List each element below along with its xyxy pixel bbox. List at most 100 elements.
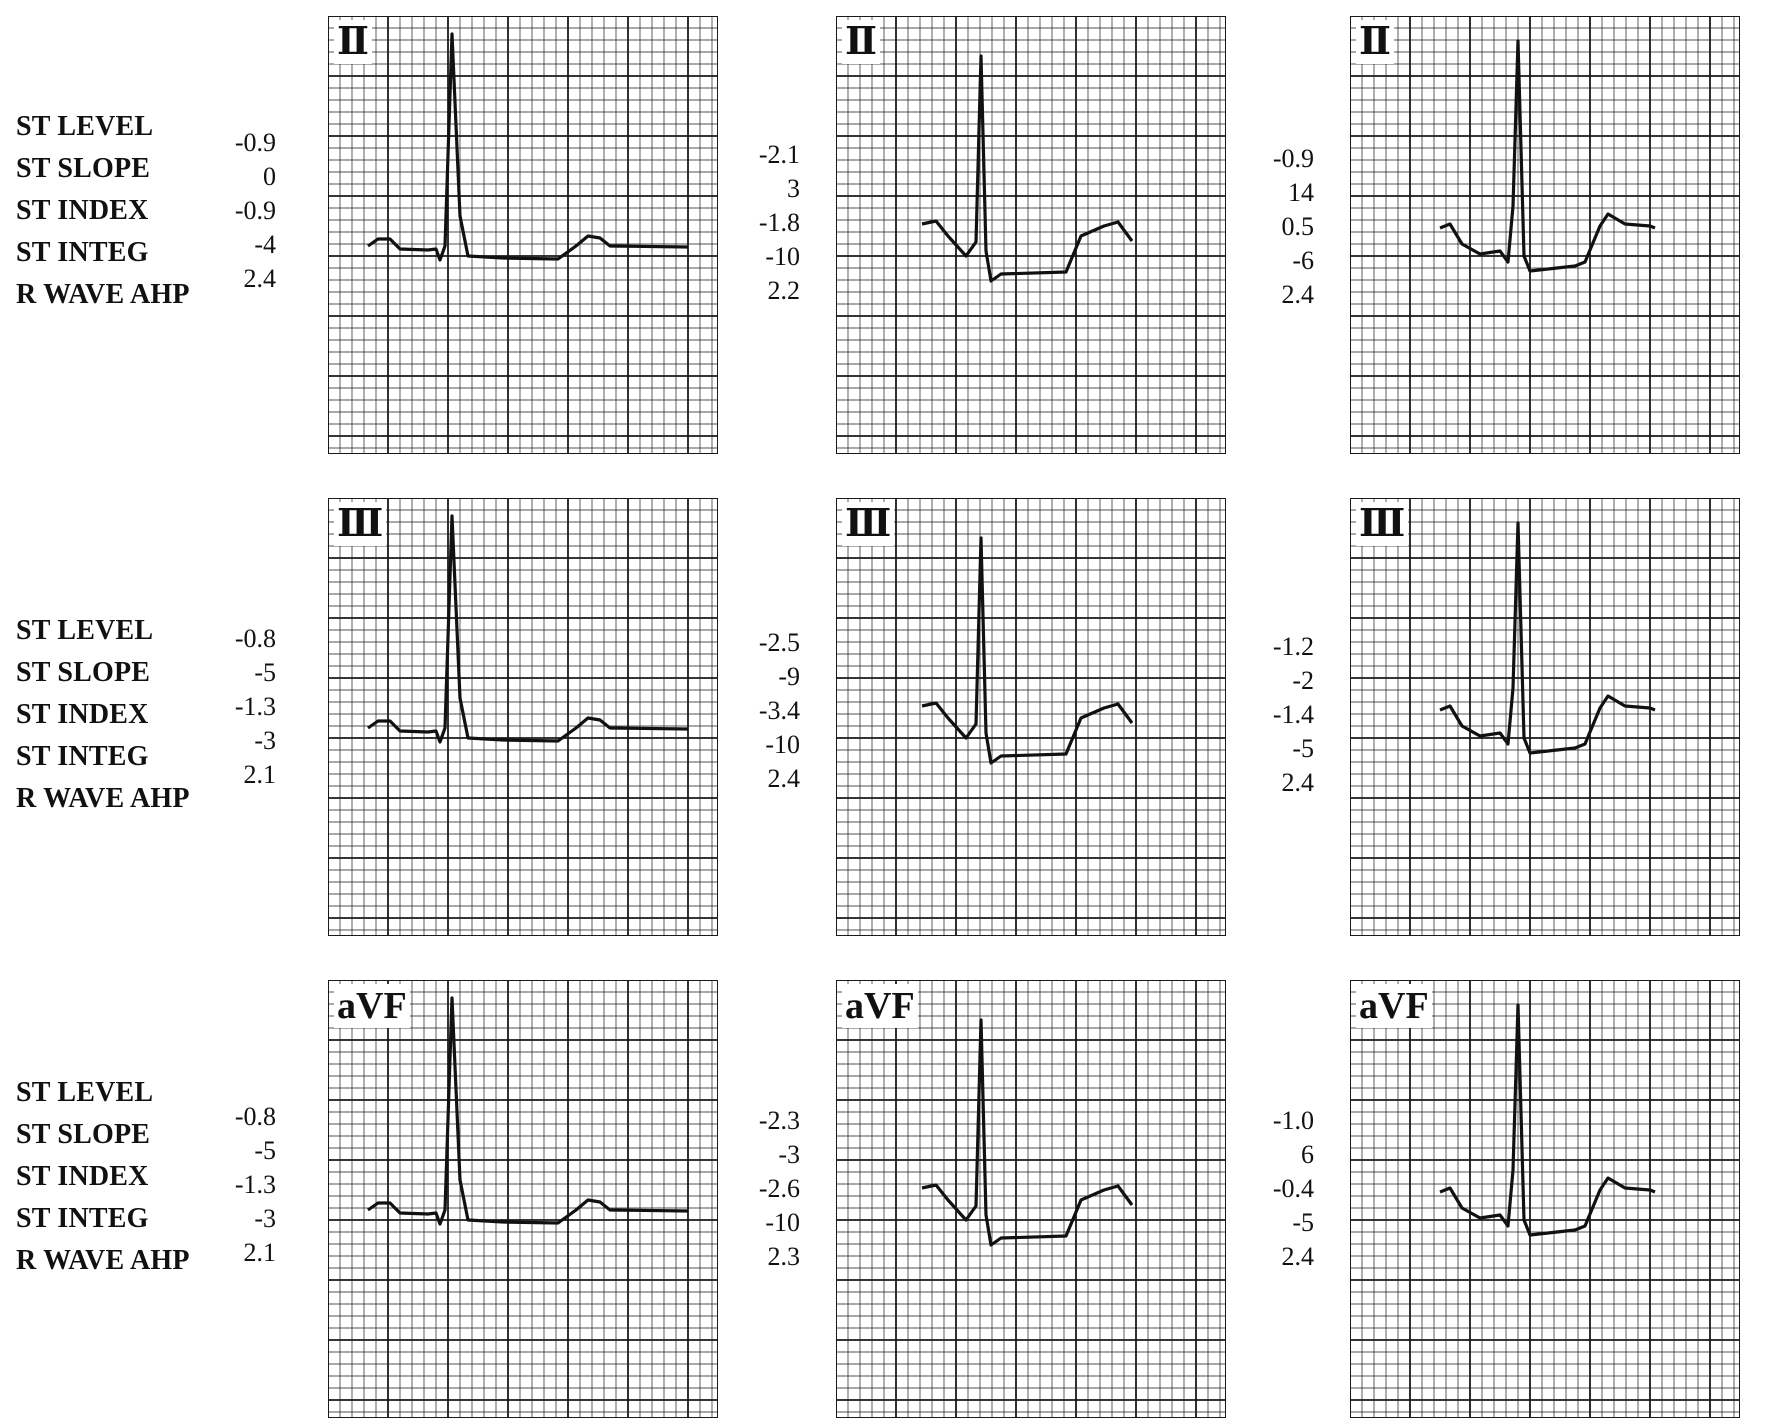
row-3-panel-1-values: -0.8 -5 -1.3 -3 2.1: [200, 1100, 276, 1270]
row-1-panel-2-values: -2.1 3 -1.8 -10 2.2: [712, 138, 800, 308]
r-wave-ahp-value: 2.4: [1281, 280, 1315, 309]
r-wave-ahp-value: 2.4: [767, 764, 801, 793]
ecg-panel-r2c1: Ⅲ: [328, 498, 718, 936]
row-1-panel-3-values: -0.9 14 0.5 -6 2.4: [1228, 142, 1314, 312]
ecg-panel-r1c3: Ⅱ: [1350, 16, 1740, 454]
st-index-value: -3.4: [758, 696, 800, 725]
st-integ-value: -5: [1292, 734, 1314, 763]
st-slope-value: 3: [787, 174, 800, 203]
row-2-panel-1-values: -0.8 -5 -1.3 -3 2.1: [200, 622, 276, 792]
param-label-st-index: ST INDEX: [16, 1161, 149, 1192]
st-level-value: -0.9: [234, 128, 276, 157]
grid-background: [328, 498, 718, 936]
st-slope-value: -5: [254, 1136, 276, 1165]
st-slope-value: 6: [1301, 1140, 1314, 1169]
ecg-trace: [921, 1018, 1134, 1247]
param-label-st-integ: ST INTEG: [16, 1203, 149, 1234]
lead-label: Ⅲ: [334, 502, 387, 546]
grid-background: [1350, 498, 1740, 936]
st-integ-value: -10: [765, 730, 800, 759]
ecg-trace: [921, 536, 1134, 765]
row-3-panel-3-values: -1.0 6 -0.4 -5 2.4: [1228, 1104, 1314, 1274]
row-3-param-labels: ST LEVEL ST SLOPE ST INDEX ST INTEG R WA…: [16, 1072, 190, 1282]
ecg-panel-r3c1: aVF: [328, 980, 718, 1418]
st-integ-value: -3: [254, 726, 276, 755]
ecg-trace: [367, 996, 689, 1226]
ecg-panel-r3c3: aVF: [1350, 980, 1740, 1418]
param-label-r-wave-ahp: R WAVE AHP: [16, 279, 190, 310]
st-index-value: 0.5: [1281, 212, 1315, 241]
grid-background: [836, 980, 1226, 1418]
param-label-st-index: ST INDEX: [16, 195, 149, 226]
r-wave-ahp-value: 2.4: [1281, 768, 1315, 797]
st-index-value: -1.3: [234, 1170, 276, 1199]
st-level-value: -2.5: [758, 628, 800, 657]
ecg-panel-r3c2: aVF: [836, 980, 1226, 1418]
lead-label: Ⅱ: [1356, 20, 1395, 64]
param-label-st-slope: ST SLOPE: [16, 657, 151, 688]
st-index-value: -1.8: [758, 208, 800, 237]
ecg-panel-svg: [836, 980, 1226, 1418]
lead-label: Ⅱ: [842, 20, 881, 64]
ecg-trace: [1439, 39, 1656, 273]
st-level-value: -0.8: [234, 1102, 276, 1131]
st-slope-value: -3: [778, 1140, 800, 1169]
st-level-value: -0.9: [1272, 144, 1314, 173]
ecg-trace: [921, 54, 1134, 283]
row-2-param-labels: ST LEVEL ST SLOPE ST INDEX ST INTEG R WA…: [16, 610, 190, 820]
param-label-r-wave-ahp: R WAVE AHP: [16, 783, 190, 814]
row-3-panel-2-values: -2.3 -3 -2.6 -10 2.3: [712, 1104, 800, 1274]
st-integ-value: -5: [1292, 1208, 1314, 1237]
r-wave-ahp-value: 2.3: [767, 1242, 801, 1271]
ecg-trace: [1439, 1003, 1656, 1237]
st-slope-value: 14: [1288, 178, 1314, 207]
st-index-value: -0.9: [234, 196, 276, 225]
ecg-panel-r2c3: Ⅲ: [1350, 498, 1740, 936]
st-level-value: -2.3: [758, 1106, 800, 1135]
lead-label: aVF: [842, 984, 918, 1028]
ecg-panel-svg: [328, 16, 718, 454]
st-integ-value: -4: [254, 230, 276, 259]
row-2-panel-2-values: -2.5 -9 -3.4 -10 2.4: [712, 626, 800, 796]
st-slope-value: 0: [263, 162, 276, 191]
ecg-panel-svg: [1350, 498, 1740, 936]
ecg-panel-svg: [836, 16, 1226, 454]
grid-background: [328, 980, 718, 1418]
param-label-st-level: ST LEVEL: [16, 1077, 154, 1108]
r-wave-ahp-value: 2.4: [243, 264, 277, 293]
ecg-panel-svg: [836, 498, 1226, 936]
ecg-panel-svg: [1350, 980, 1740, 1418]
param-label-st-integ: ST INTEG: [16, 741, 149, 772]
row-2-panel-3-values: -1.2 -2 -1.4 -5 2.4: [1228, 630, 1314, 800]
param-label-st-level: ST LEVEL: [16, 615, 154, 646]
lead-label: aVF: [1356, 984, 1432, 1028]
st-level-value: -2.1: [758, 140, 800, 169]
param-label-r-wave-ahp: R WAVE AHP: [16, 1245, 190, 1276]
ecg-panel-svg: [328, 498, 718, 936]
param-label-st-index: ST INDEX: [16, 699, 149, 730]
lead-label: Ⅲ: [842, 502, 895, 546]
st-integ-value: -3: [254, 1204, 276, 1233]
r-wave-ahp-value: 2.2: [767, 276, 801, 305]
lead-label: Ⅱ: [334, 20, 373, 64]
r-wave-ahp-value: 2.4: [1281, 1242, 1315, 1271]
grid-background: [1350, 16, 1740, 454]
grid-background: [1350, 980, 1740, 1418]
st-level-value: -1.2: [1272, 632, 1314, 661]
st-index-value: -0.4: [1272, 1174, 1314, 1203]
st-integ-value: -6: [1292, 246, 1314, 275]
param-label-st-integ: ST INTEG: [16, 237, 149, 268]
ecg-trace: [367, 32, 689, 262]
r-wave-ahp-value: 2.1: [243, 760, 277, 789]
st-slope-value: -5: [254, 658, 276, 687]
st-level-value: -1.0: [1272, 1106, 1314, 1135]
param-label-st-level: ST LEVEL: [16, 111, 154, 142]
grid-background: [836, 16, 1226, 454]
r-wave-ahp-value: 2.1: [243, 1238, 277, 1267]
ecg-panel-r2c2: Ⅲ: [836, 498, 1226, 936]
ecg-panel-svg: [328, 980, 718, 1418]
st-slope-value: -2: [1292, 666, 1314, 695]
st-index-value: -1.4: [1272, 700, 1314, 729]
st-integ-value: -10: [765, 242, 800, 271]
st-slope-value: -9: [778, 662, 800, 691]
